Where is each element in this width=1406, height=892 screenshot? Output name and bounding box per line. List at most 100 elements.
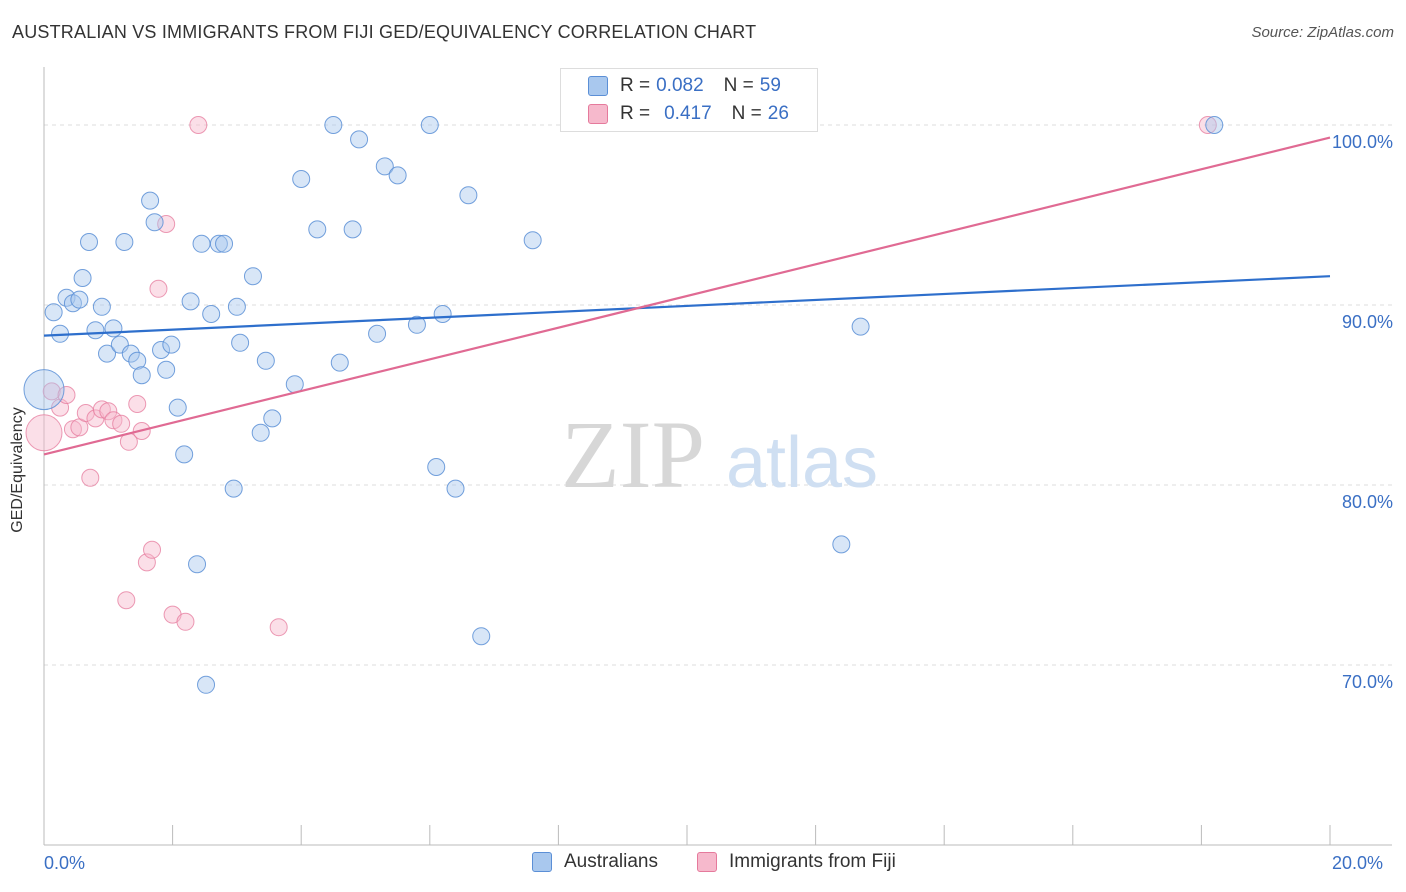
australians-point: [368, 324, 387, 343]
fiji-point: [128, 395, 147, 413]
fiji-point: [149, 279, 168, 298]
fiji-point: [42, 382, 61, 401]
australians-point: [375, 157, 394, 176]
australians-point: [70, 290, 89, 309]
australians-point: [128, 351, 147, 370]
fiji-points: [25, 116, 1217, 637]
trend-lines: [43, 136, 1331, 456]
australians-point: [343, 220, 362, 239]
r-value: 0.082: [656, 75, 704, 96]
australians-point: [104, 319, 123, 338]
australians-point: [98, 344, 117, 363]
australians-point: [243, 267, 262, 286]
australians-point: [181, 292, 200, 311]
australians-point: [231, 333, 250, 352]
legend-item-australians[interactable]: Australians: [532, 851, 658, 873]
australians-point: [141, 191, 160, 210]
australians-point: [86, 321, 105, 340]
australians-point: [256, 351, 275, 370]
australians-point: [459, 186, 478, 205]
fiji-point: [176, 612, 195, 631]
fiji-point: [63, 420, 82, 439]
australians-point: [92, 297, 111, 316]
australians-point: [292, 170, 311, 188]
stats-row-australians: R = 0.082 N = 59: [561, 73, 781, 99]
fiji-point: [81, 468, 100, 487]
x-tick-label-max: 20.0%: [1332, 853, 1384, 873]
australians-trend-line: [43, 275, 1331, 337]
australians-point: [157, 360, 176, 379]
australians-point: [80, 233, 99, 251]
fiji-legend-label: Immigrants from Fiji: [729, 851, 896, 872]
r-label: R =: [620, 103, 651, 124]
australians-point: [472, 627, 491, 646]
n-value: 26: [767, 103, 789, 124]
x-tick-label-min: 0.0%: [44, 853, 86, 873]
australians-point: [175, 445, 194, 464]
australians-point: [44, 303, 63, 322]
australians-legend-swatch: [532, 852, 552, 872]
australians-point: [202, 305, 221, 323]
watermark-atlas: atlas: [726, 423, 878, 503]
fiji-point: [25, 414, 63, 452]
source-label: Source: ZipAtlas.com: [1251, 24, 1394, 41]
australians-point: [168, 398, 187, 417]
australians-legend-label: Australians: [564, 851, 658, 872]
australians-point: [251, 423, 270, 442]
fiji-point: [57, 386, 76, 404]
australians-point: [263, 409, 282, 428]
australians-point: [388, 166, 407, 185]
australians-point: [224, 479, 243, 498]
australians-point: [209, 234, 228, 253]
y-tick-label: 90.0%: [1341, 312, 1393, 332]
australians-point: [1205, 116, 1224, 134]
australians-point: [523, 231, 542, 250]
australians-point: [433, 305, 452, 323]
r-label: R =: [620, 75, 651, 96]
australians-swatch: [588, 76, 608, 96]
australians-point: [188, 555, 207, 574]
fiji-point: [112, 414, 131, 433]
australians-point: [215, 234, 234, 253]
australians-point: [407, 315, 426, 334]
australians-point: [162, 335, 181, 354]
fiji-trend-line: [43, 136, 1331, 456]
australians-point: [132, 366, 151, 385]
fiji-point: [269, 618, 288, 637]
watermark-zip: ZIP: [561, 401, 705, 508]
fiji-swatch: [588, 104, 608, 124]
y-tick-label: 100.0%: [1331, 132, 1393, 152]
chart-title: AUSTRALIAN VS IMMIGRANTS FROM FIJI GED/E…: [12, 22, 757, 42]
australians-point: [121, 344, 140, 363]
gridlines: [44, 124, 1392, 666]
australians-point: [23, 369, 65, 411]
stats-legend: R = 0.082 N = 59 R = 0.417 N = 26: [560, 68, 818, 132]
fiji-legend-swatch: [697, 852, 717, 872]
n-label: N =: [731, 103, 762, 124]
series-legend: Australians Immigrants from Fiji: [0, 851, 1406, 877]
australians-point: [420, 116, 439, 134]
fiji-point: [1198, 116, 1217, 134]
fiji-point: [92, 400, 111, 419]
n-value: 59: [759, 75, 781, 96]
australians-point: [115, 233, 134, 251]
australians-point: [145, 213, 164, 232]
n-label: N =: [723, 75, 754, 96]
y-tick-label: 80.0%: [1341, 492, 1393, 512]
australians-point: [446, 479, 465, 498]
australians-point: [350, 130, 369, 149]
australians-point: [73, 269, 92, 287]
australians-point: [192, 234, 211, 253]
australians-point: [851, 317, 870, 336]
australians-point: [427, 458, 446, 476]
axes: [43, 67, 1392, 846]
australians-point: [832, 535, 851, 554]
fiji-point: [117, 591, 136, 610]
fiji-point: [189, 116, 208, 134]
fiji-point: [99, 402, 118, 421]
australians-point: [197, 675, 216, 694]
australians-point: [330, 353, 349, 372]
legend-item-fiji[interactable]: Immigrants from Fiji: [697, 851, 896, 873]
y-tick-label: 70.0%: [1341, 672, 1393, 692]
